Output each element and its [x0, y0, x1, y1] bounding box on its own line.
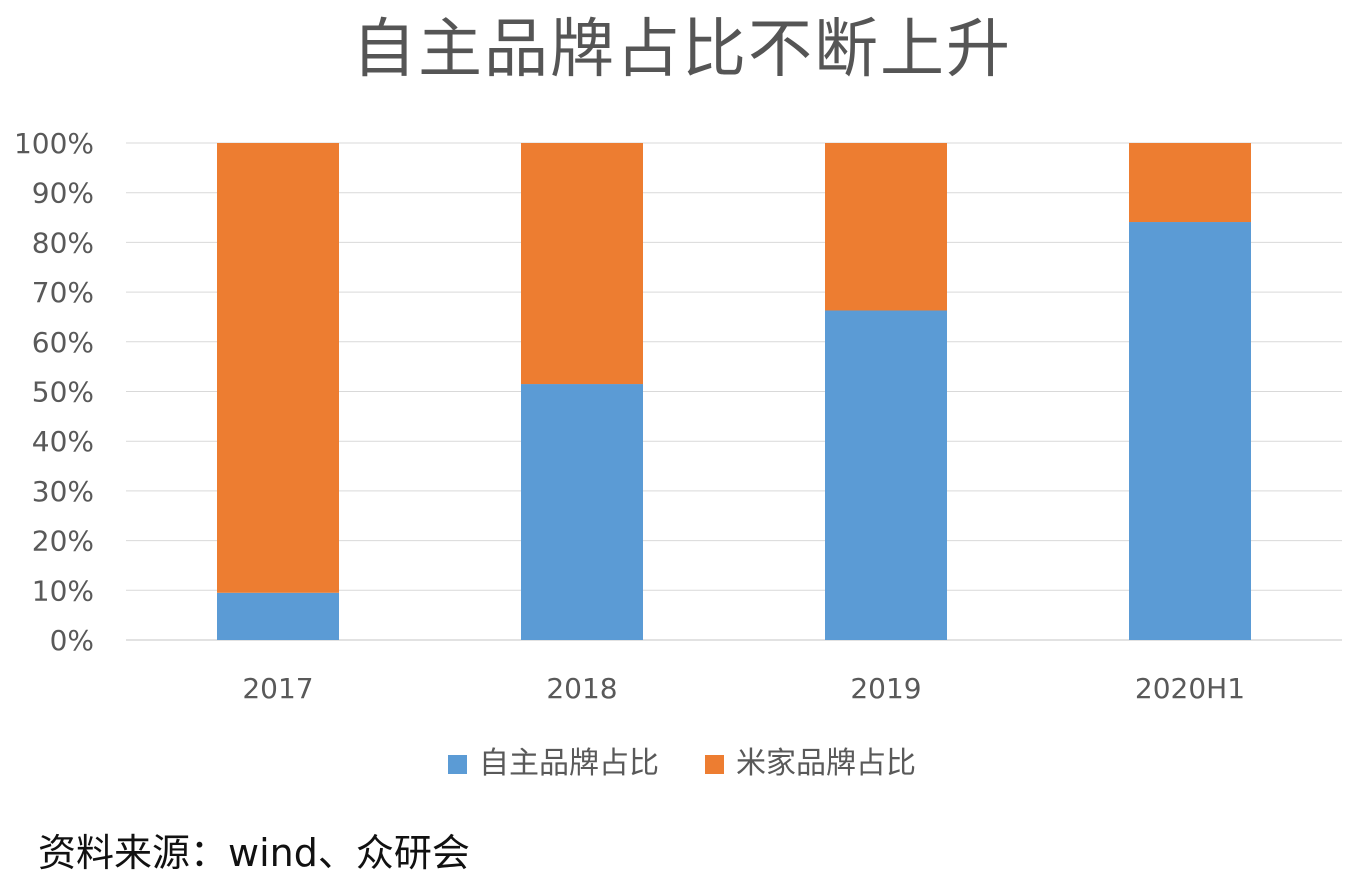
- x-axis-ticks: 2017 2018 2019 2020H1: [242, 672, 1245, 705]
- legend-swatch-mijia-brand: [705, 754, 724, 774]
- legend-item-self-brand: 自主品牌占比: [448, 742, 659, 786]
- bar-mijia-brand-2019: [825, 143, 947, 311]
- y-tick-label: 10%: [32, 574, 94, 607]
- y-tick-label: 80%: [32, 226, 94, 259]
- bars: [217, 143, 1251, 640]
- bar-mijia-brand-2018: [521, 143, 643, 385]
- y-tick-label: 50%: [32, 376, 94, 409]
- y-tick-label: 40%: [32, 425, 94, 458]
- legend: 自主品牌占比 米家品牌占比: [0, 742, 1364, 786]
- bar-self-brand-2018: [521, 384, 643, 640]
- y-tick-label: 20%: [32, 525, 94, 558]
- source-note: 资料来源：wind、众研会: [38, 831, 470, 875]
- bar-mijia-brand-2020H1: [1129, 143, 1251, 223]
- y-tick-label: 60%: [32, 326, 94, 359]
- x-tick-label: 2020H1: [1135, 672, 1245, 705]
- y-tick-label: 0%: [50, 624, 94, 657]
- y-tick-label: 90%: [32, 177, 94, 210]
- bar-self-brand-2019: [825, 310, 947, 640]
- legend-swatch-self-brand: [448, 754, 467, 774]
- x-tick-label: 2018: [546, 672, 617, 705]
- bar-self-brand-2017: [217, 592, 339, 640]
- y-tick-label: 100%: [14, 127, 94, 160]
- y-axis-ticks: 0% 10% 20% 30% 40% 50% 60% 70% 80% 90% 100%: [14, 127, 94, 657]
- bar-mijia-brand-2017: [217, 143, 339, 593]
- x-tick-label: 2017: [242, 672, 313, 705]
- bar-self-brand-2020H1: [1129, 222, 1251, 640]
- legend-item-mijia-brand: 米家品牌占比: [705, 742, 916, 786]
- chart-title: 自主品牌占比不断上升: [352, 13, 1012, 87]
- y-tick-label: 70%: [32, 276, 94, 309]
- legend-label-mijia-brand: 米家品牌占比: [736, 746, 916, 781]
- legend-label-self-brand: 自主品牌占比: [479, 746, 659, 781]
- y-tick-label: 30%: [32, 475, 94, 508]
- x-tick-label: 2019: [850, 672, 921, 705]
